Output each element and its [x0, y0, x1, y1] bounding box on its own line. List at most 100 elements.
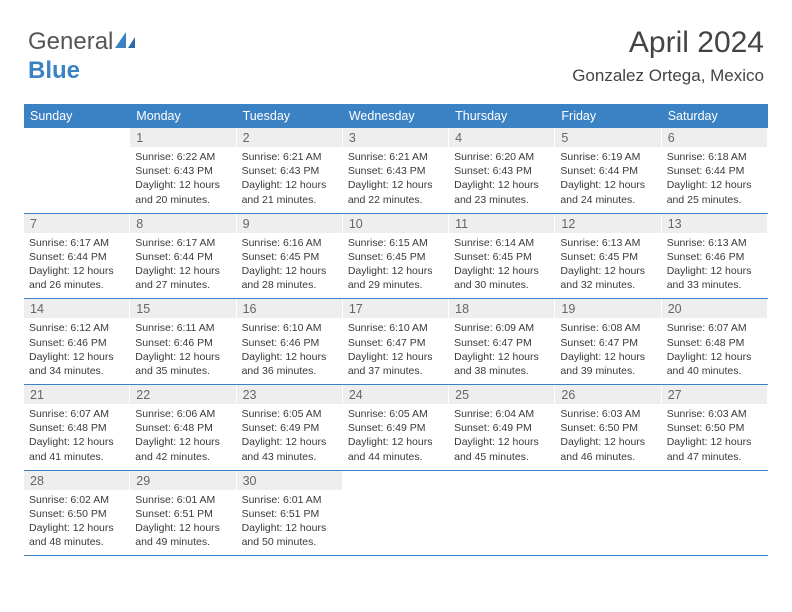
day-detail: Daylight: 12 hours and 45 minutes. [454, 435, 549, 463]
day-cell: 4Sunrise: 6:20 AMSunset: 6:43 PMDaylight… [449, 128, 555, 213]
day-cell: 26Sunrise: 6:03 AMSunset: 6:50 PMDayligh… [555, 385, 661, 470]
day-detail: Daylight: 12 hours and 47 minutes. [667, 435, 762, 463]
day-detail: Sunrise: 6:02 AM [29, 493, 124, 507]
day-cell [555, 471, 661, 556]
day-detail: Sunset: 6:47 PM [560, 336, 655, 350]
day-cell: 28Sunrise: 6:02 AMSunset: 6:50 PMDayligh… [24, 471, 130, 556]
day-cell: 13Sunrise: 6:13 AMSunset: 6:46 PMDayligh… [662, 214, 768, 299]
day-detail: Daylight: 12 hours and 32 minutes. [560, 264, 655, 292]
week-row: 28Sunrise: 6:02 AMSunset: 6:50 PMDayligh… [24, 471, 768, 557]
day-detail: Daylight: 12 hours and 24 minutes. [560, 178, 655, 206]
day-detail: Sunset: 6:47 PM [454, 336, 549, 350]
day-cell: 2Sunrise: 6:21 AMSunset: 6:43 PMDaylight… [237, 128, 343, 213]
day-detail: Daylight: 12 hours and 41 minutes. [29, 435, 124, 463]
day-cell: 27Sunrise: 6:03 AMSunset: 6:50 PMDayligh… [662, 385, 768, 470]
day-number: 28 [24, 471, 129, 490]
day-detail: Sunrise: 6:22 AM [135, 150, 230, 164]
day-cell: 12 Sunrise: 6:13 AMSunset: 6:45 PMDayligh… [555, 214, 661, 299]
day-cell: 14Sunrise: 6:12 AMSunset: 6:46 PMDayligh… [24, 299, 130, 384]
day-detail: Sunset: 6:49 PM [348, 421, 443, 435]
day-detail: Daylight: 12 hours and 40 minutes. [667, 350, 762, 378]
day-detail: Daylight: 12 hours and 21 minutes. [242, 178, 337, 206]
day-detail: Sunset: 6:43 PM [348, 164, 443, 178]
day-cell [662, 471, 768, 556]
page-title: April 2024 [572, 26, 764, 60]
day-detail: Daylight: 12 hours and 44 minutes. [348, 435, 443, 463]
day-detail: Daylight: 12 hours and 36 minutes. [242, 350, 337, 378]
day-number: 22 [130, 385, 235, 404]
day-cell: 16Sunrise: 6:10 AMSunset: 6:46 PMDayligh… [237, 299, 343, 384]
day-number: 13 [662, 214, 767, 233]
day-number: 7 [24, 214, 129, 233]
day-detail: Sunset: 6:48 PM [29, 421, 124, 435]
day-detail: Daylight: 12 hours and 49 minutes. [135, 521, 230, 549]
day-detail: Daylight: 12 hours and 42 minutes. [135, 435, 230, 463]
day-detail: Daylight: 12 hours and 22 minutes. [348, 178, 443, 206]
day-detail: Daylight: 12 hours and 43 minutes. [242, 435, 337, 463]
day-detail: Sunset: 6:46 PM [29, 336, 124, 350]
day-number: 16 [237, 299, 342, 318]
day-detail: Sunrise: 6:17 AM [29, 236, 124, 250]
day-number: 10 [343, 214, 448, 233]
day-detail: Sunset: 6:46 PM [242, 336, 337, 350]
day-cell [343, 471, 449, 556]
day-cell: 17Sunrise: 6:10 AMSunset: 6:47 PMDayligh… [343, 299, 449, 384]
page-header: April 2024 Gonzalez Ortega, Mexico [572, 26, 764, 86]
day-cell: 18Sunrise: 6:09 AMSunset: 6:47 PMDayligh… [449, 299, 555, 384]
day-detail: Sunrise: 6:13 AM [560, 236, 655, 250]
day-cell: 7Sunrise: 6:17 AMSunset: 6:44 PMDaylight… [24, 214, 130, 299]
brand-part1: General [28, 28, 113, 55]
day-detail: Daylight: 12 hours and 28 minutes. [242, 264, 337, 292]
day-detail: Daylight: 12 hours and 34 minutes. [29, 350, 124, 378]
day-number: 12 [555, 214, 660, 233]
day-detail: Sunrise: 6:06 AM [135, 407, 230, 421]
day-detail: Sunset: 6:48 PM [667, 336, 762, 350]
day-number: 2 [237, 128, 342, 147]
day-detail: Daylight: 12 hours and 39 minutes. [560, 350, 655, 378]
day-number: 1 [130, 128, 235, 147]
weeks-container: 1Sunrise: 6:22 AMSunset: 6:43 PMDaylight… [24, 128, 768, 556]
brand-part2: Blue [28, 57, 80, 84]
day-detail: Daylight: 12 hours and 46 minutes. [560, 435, 655, 463]
day-detail: Sunrise: 6:07 AM [667, 321, 762, 335]
brand-logo: General Blue [28, 28, 141, 85]
day-detail: Sunrise: 6:12 AM [29, 321, 124, 335]
day-detail: Sunrise: 6:01 AM [242, 493, 337, 507]
day-detail: Sunset: 6:45 PM [560, 250, 655, 264]
day-detail: Sunrise: 6:21 AM [242, 150, 337, 164]
day-header: Monday [130, 104, 236, 128]
day-detail: Sunset: 6:46 PM [667, 250, 762, 264]
day-number: 3 [343, 128, 448, 147]
day-cell: 19Sunrise: 6:08 AMSunset: 6:47 PMDayligh… [555, 299, 661, 384]
day-number: 29 [130, 471, 235, 490]
day-detail: Sunset: 6:44 PM [135, 250, 230, 264]
day-detail: Daylight: 12 hours and 20 minutes. [135, 178, 230, 206]
day-header: Thursday [449, 104, 555, 128]
day-header: Wednesday [343, 104, 449, 128]
day-detail: Sunrise: 6:20 AM [454, 150, 549, 164]
day-detail: Sunrise: 6:03 AM [667, 407, 762, 421]
day-detail: Sunset: 6:51 PM [135, 507, 230, 521]
day-detail: Sunrise: 6:14 AM [454, 236, 549, 250]
day-detail: Sunset: 6:45 PM [454, 250, 549, 264]
day-detail: Daylight: 12 hours and 27 minutes. [135, 264, 230, 292]
day-detail: Sunrise: 6:03 AM [560, 407, 655, 421]
day-cell: 10Sunrise: 6:15 AMSunset: 6:45 PMDayligh… [343, 214, 449, 299]
day-cell [24, 128, 130, 213]
day-detail: Sunrise: 6:01 AM [135, 493, 230, 507]
day-number: 17 [343, 299, 448, 318]
day-header: Sunday [24, 104, 130, 128]
day-detail: Sunset: 6:44 PM [560, 164, 655, 178]
day-cell: 25Sunrise: 6:04 AMSunset: 6:49 PMDayligh… [449, 385, 555, 470]
calendar-grid: SundayMondayTuesdayWednesdayThursdayFrid… [24, 104, 768, 556]
day-detail: Daylight: 12 hours and 38 minutes. [454, 350, 549, 378]
day-detail: Sunrise: 6:05 AM [348, 407, 443, 421]
day-detail: Sunrise: 6:10 AM [348, 321, 443, 335]
day-cell: 8Sunrise: 6:17 AMSunset: 6:44 PMDaylight… [130, 214, 236, 299]
day-number: 20 [662, 299, 767, 318]
day-detail: Daylight: 12 hours and 30 minutes. [454, 264, 549, 292]
day-cell: 6Sunrise: 6:18 AMSunset: 6:44 PMDaylight… [662, 128, 768, 213]
day-number: 9 [237, 214, 342, 233]
day-number: 19 [555, 299, 660, 318]
day-detail: Daylight: 12 hours and 26 minutes. [29, 264, 124, 292]
